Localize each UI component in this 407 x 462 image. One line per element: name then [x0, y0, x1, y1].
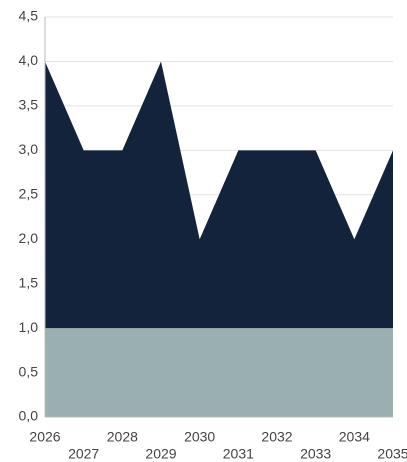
- y-tick-label: 3,5: [19, 97, 39, 113]
- area: [45, 61, 393, 329]
- x-tick-label: 2030: [184, 429, 215, 445]
- y-tick-label: 2,0: [19, 230, 39, 246]
- y-tick-label: 1,0: [19, 319, 39, 335]
- y-tick-label: 2,5: [19, 185, 39, 201]
- x-tick-label: 2029: [145, 446, 176, 462]
- y-tick-label: 3,0: [19, 141, 39, 157]
- y-tick-label: 4,5: [19, 8, 39, 24]
- x-tick-label: 2027: [68, 446, 99, 462]
- x-tick-label: 2028: [107, 429, 138, 445]
- x-tick-label: 2035: [377, 446, 407, 462]
- y-tick-label: 4,0: [19, 52, 39, 68]
- x-tick-label: 2026: [29, 429, 60, 445]
- x-tick-label: 2033: [300, 446, 331, 462]
- x-tick-label: 2034: [339, 429, 370, 445]
- x-tick-label: 2032: [261, 429, 292, 445]
- y-tick-label: 0,0: [19, 408, 39, 424]
- y-tick-label: 1,5: [19, 274, 39, 290]
- x-tick-label: 2031: [223, 446, 254, 462]
- y-tick-label: 0,5: [19, 363, 39, 379]
- area: [45, 328, 393, 417]
